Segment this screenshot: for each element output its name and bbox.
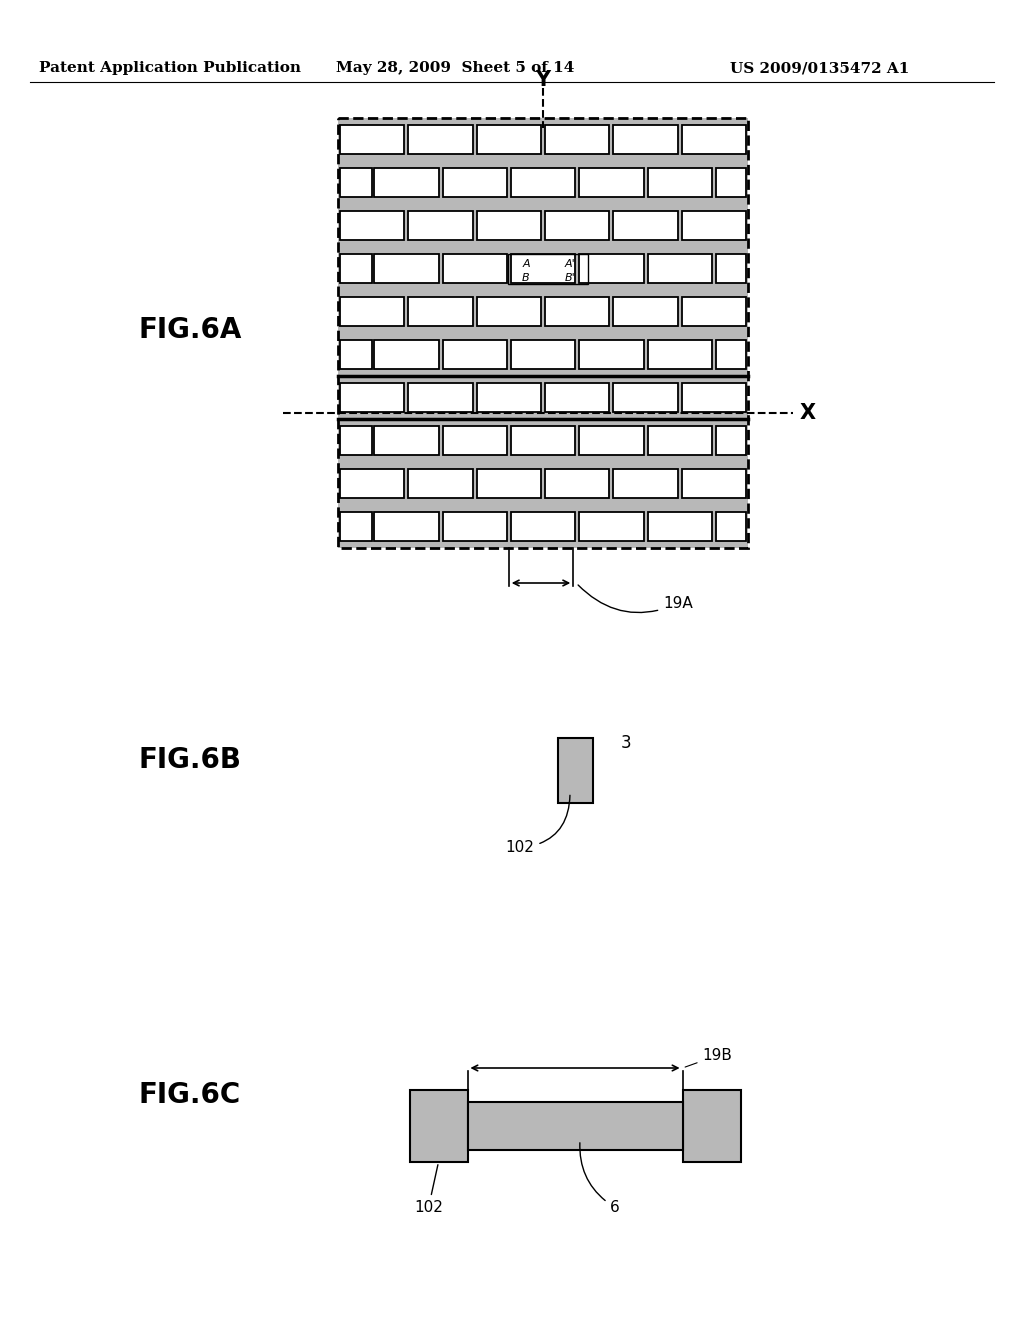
Bar bbox=[682, 125, 746, 154]
Bar bbox=[468, 1102, 683, 1150]
Bar bbox=[580, 512, 643, 541]
Bar bbox=[340, 426, 372, 455]
Text: 102: 102 bbox=[506, 795, 570, 855]
Bar bbox=[682, 297, 746, 326]
Bar bbox=[409, 297, 473, 326]
Text: 6: 6 bbox=[580, 1143, 620, 1214]
Text: B': B' bbox=[564, 273, 575, 282]
Text: 19A: 19A bbox=[579, 585, 693, 612]
Bar bbox=[716, 168, 746, 197]
Bar bbox=[340, 383, 404, 412]
Bar bbox=[409, 383, 473, 412]
Text: FIG.6A: FIG.6A bbox=[138, 315, 242, 345]
Bar bbox=[511, 341, 575, 368]
Bar bbox=[374, 253, 438, 282]
Text: US 2009/0135472 A1: US 2009/0135472 A1 bbox=[730, 61, 909, 75]
Bar bbox=[580, 341, 643, 368]
Bar bbox=[613, 383, 678, 412]
Text: A: A bbox=[522, 259, 529, 269]
Bar bbox=[340, 297, 404, 326]
Bar bbox=[647, 341, 712, 368]
Bar bbox=[647, 253, 712, 282]
Bar bbox=[374, 512, 438, 541]
Bar bbox=[613, 469, 678, 498]
Bar bbox=[340, 253, 372, 282]
Bar bbox=[683, 1090, 740, 1162]
Bar bbox=[545, 469, 609, 498]
Bar bbox=[613, 125, 678, 154]
Bar bbox=[716, 426, 746, 455]
Bar bbox=[409, 125, 473, 154]
Bar bbox=[442, 253, 507, 282]
Bar bbox=[545, 297, 609, 326]
Bar bbox=[409, 469, 473, 498]
Bar bbox=[374, 426, 438, 455]
Bar bbox=[511, 512, 575, 541]
Bar bbox=[409, 211, 473, 240]
Bar bbox=[716, 253, 746, 282]
Bar bbox=[647, 168, 712, 197]
Text: 3: 3 bbox=[621, 734, 631, 751]
Bar bbox=[340, 168, 372, 197]
Text: Y: Y bbox=[536, 70, 551, 90]
Bar bbox=[338, 117, 748, 548]
Text: May 28, 2009  Sheet 5 of 14: May 28, 2009 Sheet 5 of 14 bbox=[336, 61, 574, 75]
Bar bbox=[511, 253, 575, 282]
Bar bbox=[340, 512, 372, 541]
Bar bbox=[340, 341, 372, 368]
Bar bbox=[374, 168, 438, 197]
Bar bbox=[340, 125, 404, 154]
Bar bbox=[545, 211, 609, 240]
Bar bbox=[557, 738, 593, 803]
Bar bbox=[442, 512, 507, 541]
Bar bbox=[613, 211, 678, 240]
Bar bbox=[476, 125, 541, 154]
Bar bbox=[511, 168, 575, 197]
Text: A': A' bbox=[564, 259, 575, 269]
Text: Patent Application Publication: Patent Application Publication bbox=[39, 61, 301, 75]
Bar bbox=[476, 469, 541, 498]
Bar bbox=[476, 383, 541, 412]
Bar bbox=[508, 253, 588, 284]
Bar bbox=[476, 211, 541, 240]
Bar bbox=[716, 512, 746, 541]
Bar bbox=[442, 341, 507, 368]
Bar bbox=[580, 168, 643, 197]
Bar bbox=[682, 469, 746, 498]
Bar bbox=[580, 426, 643, 455]
Bar bbox=[442, 426, 507, 455]
Bar bbox=[410, 1090, 468, 1162]
Text: FIG.6B: FIG.6B bbox=[138, 746, 242, 774]
Bar bbox=[338, 117, 748, 548]
Bar bbox=[340, 211, 404, 240]
Text: 19B: 19B bbox=[685, 1048, 732, 1067]
Bar bbox=[682, 383, 746, 412]
Bar bbox=[580, 253, 643, 282]
Bar bbox=[716, 341, 746, 368]
Bar bbox=[511, 426, 575, 455]
Bar bbox=[442, 168, 507, 197]
Text: FIG.6C: FIG.6C bbox=[139, 1081, 241, 1109]
Bar bbox=[545, 383, 609, 412]
Text: B: B bbox=[522, 273, 529, 282]
Text: X: X bbox=[800, 403, 816, 422]
Bar bbox=[340, 469, 404, 498]
Bar bbox=[647, 512, 712, 541]
Bar bbox=[613, 297, 678, 326]
Bar bbox=[682, 211, 746, 240]
Bar bbox=[476, 297, 541, 326]
Bar bbox=[545, 125, 609, 154]
Text: 102: 102 bbox=[414, 1164, 443, 1214]
Bar bbox=[647, 426, 712, 455]
Bar bbox=[374, 341, 438, 368]
